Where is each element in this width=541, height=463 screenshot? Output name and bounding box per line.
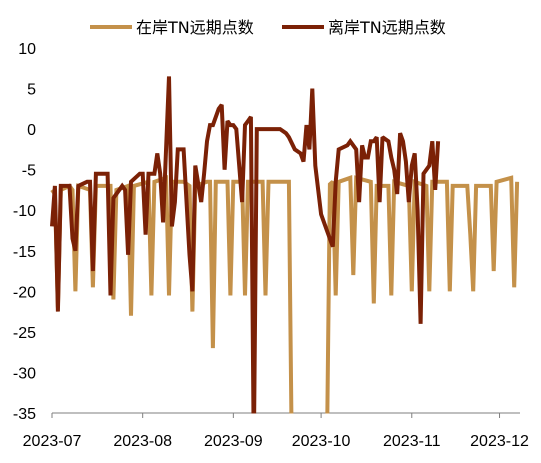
y-tick-label: -20 xyxy=(13,284,36,301)
y-tick-label: 10 xyxy=(18,41,36,58)
y-tick-label: -25 xyxy=(13,325,36,342)
x-axis: 2023-07 2023-08 2023-09 2023-10 2023-11 2023-… xyxy=(23,413,529,450)
y-tick-label: -35 xyxy=(13,406,36,423)
legend-label-onshore: 在岸TN远期点数 xyxy=(136,18,254,37)
x-tick-label: 2023-09 xyxy=(204,433,263,450)
y-tick-label: -10 xyxy=(13,203,36,220)
y-tick-label: -15 xyxy=(13,244,36,261)
y-tick-label: -5 xyxy=(22,163,36,180)
y-tick-label: -30 xyxy=(13,365,36,382)
legend-label-offshore: 离岸TN远期点数 xyxy=(328,18,446,37)
x-tick-label: 2023-12 xyxy=(470,433,529,450)
series-line-onshore xyxy=(50,175,520,414)
x-tick-label: 2023-08 xyxy=(113,433,172,450)
x-tick-label: 2023-11 xyxy=(383,433,441,450)
series-line-offshore xyxy=(50,76,441,414)
series-layer xyxy=(50,76,520,414)
y-tick-label: 5 xyxy=(27,82,36,99)
legend: 在岸TN远期点数 离岸TN远期点数 xyxy=(90,18,446,37)
y-tick-label: 0 xyxy=(27,122,36,139)
x-tick-label: 2023-10 xyxy=(292,433,351,450)
x-tick-label: 2023-07 xyxy=(23,433,82,450)
y-axis: 10 5 0 -5 -10 -15 -20 -25 -30 -35 xyxy=(13,41,36,423)
